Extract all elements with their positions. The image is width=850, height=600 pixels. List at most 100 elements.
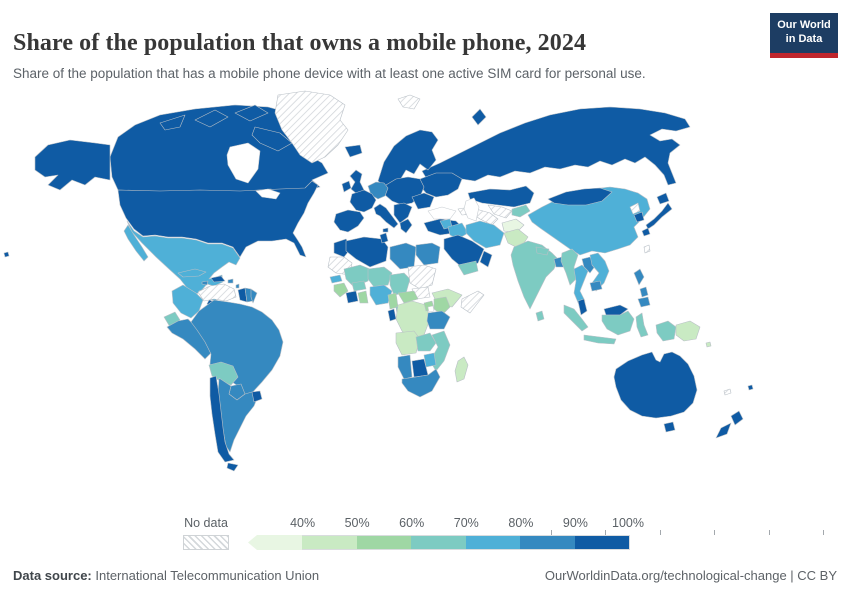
country-cote-divoire[interactable]	[345, 290, 359, 304]
country-indonesia-papua[interactable]	[655, 320, 677, 342]
country-angola[interactable]	[395, 330, 421, 356]
country-ireland[interactable]	[341, 180, 352, 193]
country-burkina-faso[interactable]	[351, 280, 367, 292]
country-cambodia[interactable]	[589, 280, 603, 292]
country-ecuador[interactable]	[163, 311, 181, 328]
country-kazakhstan[interactable]	[467, 185, 535, 208]
country-mongolia[interactable]	[547, 187, 613, 206]
owid-logo[interactable]: Our World in Data	[770, 13, 838, 58]
country-south-africa[interactable]	[401, 368, 441, 398]
country-united-states-hawaii[interactable]	[3, 251, 10, 258]
country-kyrgyzstan-tajikistan[interactable]	[511, 204, 531, 218]
country-papua-new-guinea[interactable]	[675, 320, 701, 342]
legend-bin-40-50[interactable]	[302, 535, 357, 550]
country-lesser-antilles[interactable]	[235, 283, 240, 289]
country-solomon-islands[interactable]	[705, 341, 712, 348]
country-indonesia-java[interactable]	[583, 334, 617, 345]
legend-bin-70-80[interactable]	[465, 535, 521, 550]
country-nepal[interactable]	[535, 246, 550, 256]
country-south-korea[interactable]	[633, 211, 645, 223]
country-indonesia-sulawesi[interactable]	[635, 312, 649, 338]
country-tasmania[interactable]	[663, 421, 676, 433]
country-eastern-europe[interactable]	[419, 172, 463, 198]
country-japan-kyushu[interactable]	[641, 227, 651, 237]
country-central-african-republic[interactable]	[397, 290, 419, 304]
country-united-states-alaska[interactable]	[34, 139, 111, 191]
country-zambia[interactable]	[415, 332, 437, 352]
country-libya[interactable]	[389, 242, 417, 270]
country-france[interactable]	[349, 189, 377, 213]
country-mexico[interactable]	[126, 220, 241, 296]
country-namibia[interactable]	[397, 354, 413, 380]
legend-no-data[interactable]: No data	[183, 516, 229, 550]
legend-bin-80-90[interactable]	[520, 535, 575, 550]
country-zimbabwe[interactable]	[423, 352, 437, 368]
country-oman[interactable]	[479, 250, 493, 268]
country-jamaica[interactable]	[201, 280, 209, 286]
country-indonesia-borneo[interactable]	[601, 310, 635, 336]
country-puerto-rico[interactable]	[227, 278, 234, 284]
country-thailand[interactable]	[573, 264, 589, 306]
country-greece[interactable]	[399, 218, 413, 234]
legend-no-data-swatch[interactable]	[183, 535, 229, 550]
country-svalbard[interactable]	[397, 94, 421, 110]
country-yemen[interactable]	[457, 260, 479, 276]
country-tanzania[interactable]	[426, 310, 451, 330]
country-tierra-del-fuego[interactable]	[226, 462, 239, 472]
country-indonesia-sumatra[interactable]	[563, 304, 589, 332]
country-new-zealand-north[interactable]	[730, 410, 744, 426]
country-sudan[interactable]	[407, 264, 437, 290]
country-italy[interactable]	[373, 203, 399, 229]
country-myanmar[interactable]	[560, 248, 579, 286]
country-new-zealand-south[interactable]	[715, 422, 732, 439]
country-chile[interactable]	[209, 375, 235, 463]
country-venezuela[interactable]	[197, 283, 237, 302]
country-italy-sicily[interactable]	[382, 227, 389, 233]
country-somalia[interactable]	[460, 290, 485, 314]
country-gabon[interactable]	[387, 308, 397, 322]
country-india[interactable]	[510, 240, 559, 310]
country-philippines-visayas[interactable]	[639, 286, 649, 298]
country-uzbekistan[interactable]	[487, 204, 513, 219]
country-romania-bulgaria[interactable]	[411, 192, 435, 210]
legend-bin-lt40[interactable]	[248, 535, 303, 550]
country-fiji[interactable]	[747, 384, 754, 391]
country-malaysia-borneo[interactable]	[603, 304, 629, 316]
country-iraq[interactable]	[447, 222, 469, 240]
country-iran[interactable]	[465, 220, 505, 249]
country-french-guiana[interactable]	[250, 288, 258, 304]
country-north-korea[interactable]	[629, 202, 641, 215]
country-taiwan[interactable]	[643, 244, 651, 254]
country-ghana[interactable]	[357, 290, 369, 304]
country-senegal[interactable]	[329, 274, 343, 284]
country-nigeria[interactable]	[369, 284, 393, 306]
country-sri-lanka[interactable]	[535, 310, 545, 322]
country-japan-hokkaido[interactable]	[656, 192, 670, 205]
country-greenland[interactable]	[274, 90, 349, 164]
country-canada-arctic-2[interactable]	[194, 109, 229, 128]
country-iceland[interactable]	[344, 144, 363, 158]
country-algeria[interactable]	[345, 236, 389, 268]
country-cuba[interactable]	[177, 268, 207, 278]
country-mexico-baja[interactable]	[123, 224, 149, 262]
country-guinea-region[interactable]	[333, 282, 349, 298]
country-niger[interactable]	[367, 266, 393, 288]
country-russia-novaya-zemlya[interactable]	[471, 108, 487, 126]
country-kenya[interactable]	[433, 296, 451, 316]
country-australia[interactable]	[613, 351, 698, 419]
country-saudi-arabia[interactable]	[443, 234, 485, 270]
country-new-caledonia[interactable]	[723, 388, 732, 396]
country-canada-arctic-3[interactable]	[234, 104, 269, 122]
attribution-link[interactable]: OurWorldinData.org/technological-change …	[544, 568, 837, 583]
country-united-states[interactable]	[117, 180, 319, 258]
legend-bin-60-70[interactable]	[411, 535, 466, 550]
country-balkans[interactable]	[393, 202, 413, 224]
country-iberia[interactable]	[333, 209, 365, 233]
country-canada-arctic-1[interactable]	[159, 114, 186, 131]
country-dominican-republic[interactable]	[210, 275, 226, 283]
country-uruguay[interactable]	[251, 390, 263, 403]
country-russia[interactable]	[421, 106, 691, 186]
country-tunisia[interactable]	[379, 232, 389, 244]
country-philippines-luzon[interactable]	[633, 268, 645, 286]
legend-bin-90-100[interactable]	[574, 535, 630, 550]
